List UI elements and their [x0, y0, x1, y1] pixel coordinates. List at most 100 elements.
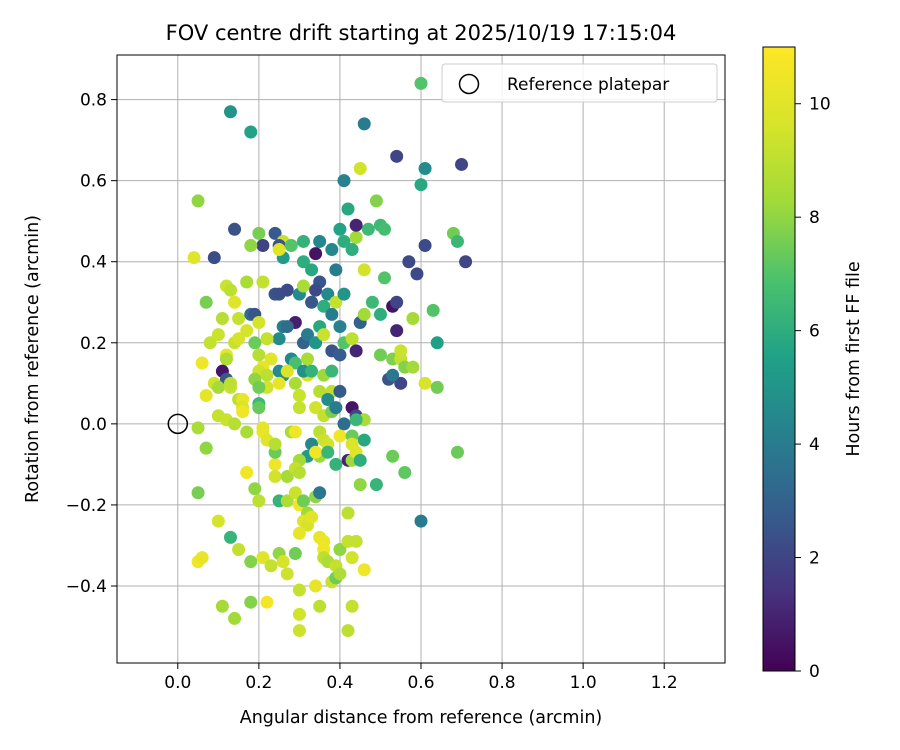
scatter-point: [228, 295, 242, 309]
scatter-point: [317, 328, 331, 342]
scatter-point: [268, 470, 282, 484]
scatter-point: [292, 624, 306, 638]
scatter-point: [252, 226, 266, 240]
colorbar-tick-label: 6: [809, 322, 820, 342]
scatter-point: [349, 344, 363, 358]
scatter-point: [252, 401, 266, 415]
colorbar-tick-label: 8: [809, 208, 820, 228]
scatter-point: [305, 295, 319, 309]
scatter-point: [232, 311, 246, 325]
scatter-point: [313, 234, 327, 248]
y-tick-label: 0.8: [80, 91, 107, 111]
scatter-point: [292, 401, 306, 415]
scatter-point: [309, 579, 323, 593]
scatter-point: [378, 271, 392, 285]
scatter-point: [390, 295, 404, 309]
scatter-point: [309, 445, 323, 459]
scatter-point: [272, 376, 286, 390]
scatter-point: [301, 352, 315, 366]
scatter-point: [288, 547, 302, 561]
colorbar-ticks: 0 2 4 6 8 10: [795, 95, 831, 682]
x-tick-label: 0.8: [489, 673, 516, 693]
scatter-point: [313, 599, 327, 613]
scatter-point: [402, 255, 416, 269]
y-tick-label: 0.0: [80, 415, 107, 435]
scatter-point: [211, 328, 225, 342]
scatter-point: [349, 230, 363, 244]
scatter-point: [373, 307, 387, 321]
x-tick-label: 0.2: [245, 673, 272, 693]
scatter-point: [369, 478, 383, 492]
scatter-point: [292, 388, 306, 402]
scatter-point: [228, 222, 242, 236]
scatter-point: [329, 263, 343, 277]
scatter-point: [357, 263, 371, 277]
scatter-point: [386, 368, 400, 382]
scatter-point: [187, 251, 201, 265]
scatter-point: [353, 453, 367, 467]
scatter-point: [223, 283, 237, 297]
scatter-point: [276, 555, 290, 569]
x-tick-label: 1.0: [570, 673, 597, 693]
scatter-point: [357, 433, 371, 447]
scatter-point: [256, 275, 270, 289]
scatter-point: [353, 161, 367, 175]
x-axis-ticks: 0.0 0.2 0.4 0.6 0.8 1.0 1.2: [164, 663, 678, 693]
scatter-point: [325, 243, 339, 257]
scatter-point: [260, 332, 274, 346]
scatter-point: [406, 360, 420, 374]
scatter-point: [455, 157, 469, 171]
scatter-point: [264, 559, 278, 573]
scatter-point: [280, 364, 294, 378]
scatter-point: [223, 530, 237, 544]
scatter-point: [378, 222, 392, 236]
scatter-point: [337, 417, 351, 431]
scatter-point: [333, 384, 347, 398]
scatter-point: [418, 376, 432, 390]
scatter-point: [199, 388, 213, 402]
x-tick-label: 0.0: [164, 673, 191, 693]
scatter-point: [260, 368, 274, 382]
scatter-point: [418, 161, 432, 175]
scatter-point: [240, 425, 254, 439]
scatter-point: [199, 295, 213, 309]
colorbar-tick-label: 4: [809, 435, 820, 455]
chart-title: FOV centre drift starting at 2025/10/19 …: [166, 21, 677, 45]
scatter-point: [248, 482, 262, 496]
scatter-point: [203, 336, 217, 350]
scatter-point: [349, 413, 363, 427]
scatter-point: [418, 239, 432, 253]
scatter-point: [228, 611, 242, 625]
scatter-point: [341, 624, 355, 638]
scatter-point: [373, 348, 387, 362]
scatter-point: [232, 543, 246, 557]
scatter-point: [386, 449, 400, 463]
scatter-point: [345, 551, 359, 565]
colorbar-label: Hours from first FF file: [844, 261, 864, 456]
scatter-point: [333, 320, 347, 334]
colorbar-gradient: [762, 46, 796, 672]
scatter-point: [394, 344, 408, 358]
scatter-point: [329, 401, 343, 415]
scatter-point: [390, 149, 404, 163]
scatter-point: [313, 384, 327, 398]
scatter-point: [288, 376, 302, 390]
scatter-point: [280, 567, 294, 581]
scatter-point: [321, 393, 335, 407]
scatter-point: [228, 417, 242, 431]
scatter-point: [288, 356, 302, 370]
scatter-point: [305, 510, 319, 524]
scatter-point: [296, 279, 310, 293]
scatter-point: [349, 534, 363, 548]
scatter-point: [252, 348, 266, 362]
legend-label: Reference platepar: [507, 75, 669, 95]
scatter-point: [191, 486, 205, 500]
scatter-point: [292, 526, 306, 540]
scatter-point: [309, 283, 323, 297]
scatter-point: [450, 445, 464, 459]
scatter-point: [248, 336, 262, 350]
scatter-point: [325, 364, 339, 378]
scatter-point: [244, 595, 258, 609]
scatter-point: [345, 243, 359, 257]
colorbar-tick-label: 10: [809, 95, 831, 115]
